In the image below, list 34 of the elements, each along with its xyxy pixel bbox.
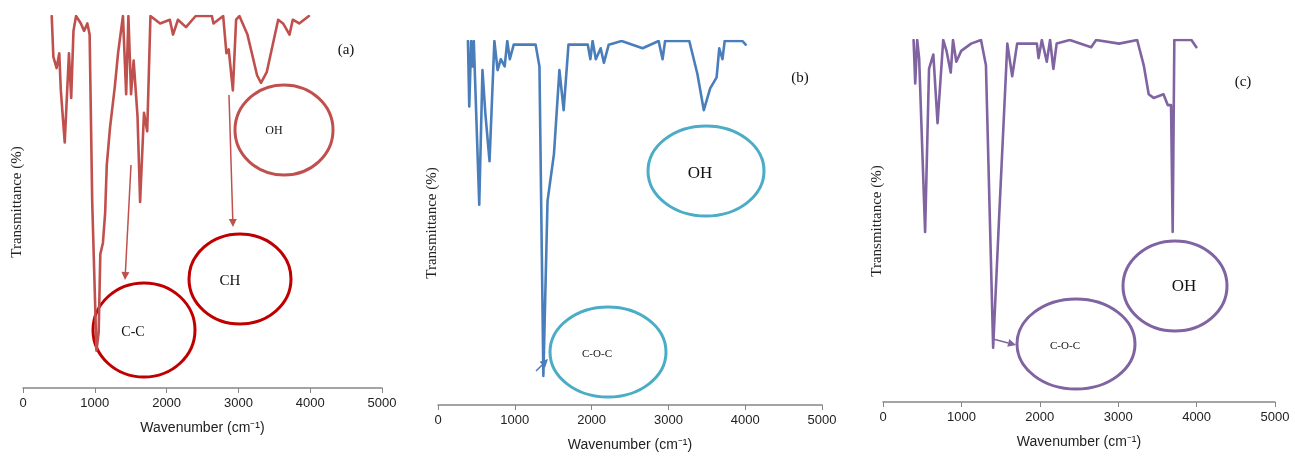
annotation: OH <box>687 162 713 182</box>
annotation: (c) <box>1234 73 1252 90</box>
x-tick-label: 0 <box>879 409 887 424</box>
x-tick-label: 5000 <box>367 395 397 410</box>
annotation: OH <box>265 123 283 137</box>
annotation: OH <box>1171 275 1197 295</box>
x-tick-label: 3000 <box>223 395 253 410</box>
x-tick-label: 4000 <box>730 412 760 427</box>
annotation: CH <box>219 272 241 288</box>
x-tick-label: 0 <box>434 412 442 427</box>
x-tick-label: 2000 <box>577 412 607 427</box>
y-axis-title: Transmittance (%) <box>422 167 440 279</box>
x-tick-label: 2000 <box>1025 409 1055 424</box>
annotation: C-O-C <box>1050 339 1080 351</box>
x-axis-title: Wavenumber (cm⁻¹) <box>140 419 265 435</box>
x-tick-label: 1000 <box>946 409 976 424</box>
annotation: C-C <box>121 323 145 339</box>
y-axis-title: Transmittance (%) <box>7 146 25 258</box>
annotation: (a) <box>337 41 355 58</box>
x-axis-title: Wavenumber (cm⁻¹) <box>1016 433 1142 449</box>
x-tick-label: 4000 <box>1182 409 1212 424</box>
x-tick-label: 3000 <box>653 412 683 427</box>
x-tick-label: 1000 <box>500 412 530 427</box>
x-tick-label: 0 <box>19 395 27 410</box>
x-tick-label: 3000 <box>1103 409 1133 424</box>
x-tick-label: 2000 <box>152 395 182 410</box>
annotation: C-O-C <box>582 347 612 359</box>
x-tick-label: 1000 <box>80 395 110 410</box>
x-tick-label: 5000 <box>1260 409 1290 424</box>
x-tick-label: 4000 <box>295 395 325 410</box>
x-tick-label: 5000 <box>807 412 837 427</box>
x-axis-title: Wavenumber (cm⁻¹) <box>567 436 693 452</box>
y-axis-title: Transmittance (%) <box>867 165 885 277</box>
annotation: (b) <box>791 69 809 86</box>
